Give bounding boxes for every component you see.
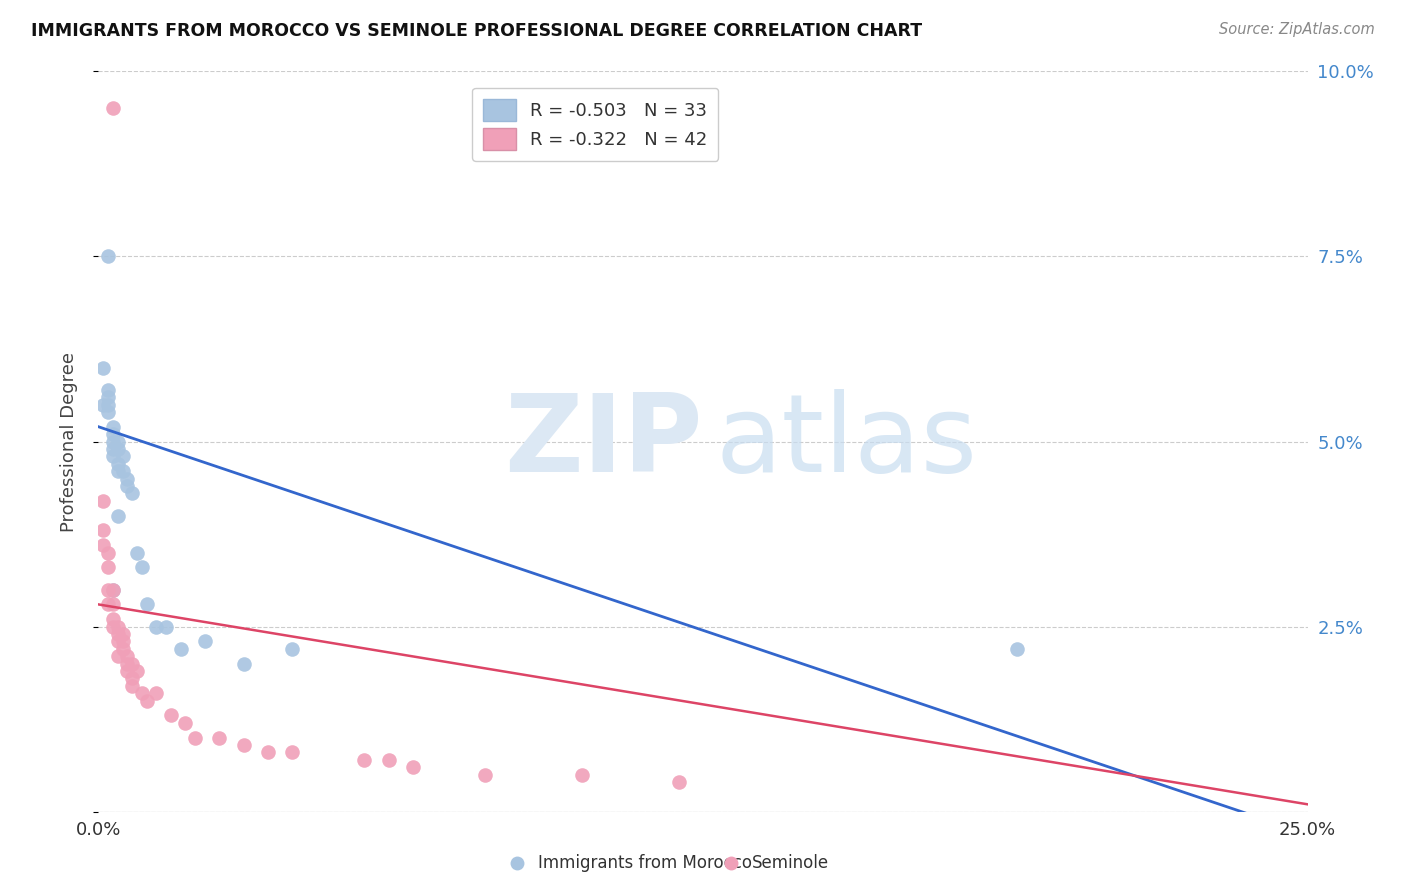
Point [97,560,120,574]
Point [169,641,191,656]
Point [111,450,134,464]
Point [97,383,120,397]
Point [232,657,254,671]
Point [91,360,114,375]
Point [101,434,124,449]
Point [281,746,304,760]
Point [117,657,139,671]
Point [91,398,114,412]
Point [377,753,399,767]
Point [127,545,149,560]
Point [256,746,278,760]
Point [145,619,167,633]
Point [135,694,157,708]
Point [97,398,120,412]
Point [107,634,129,648]
Point [101,619,124,633]
Point [281,641,304,656]
Point [101,598,124,612]
Point [184,731,207,745]
Point [117,649,139,664]
Point [131,686,153,700]
Point [97,582,120,597]
Point [121,486,143,500]
Point [107,457,129,471]
Point [107,649,129,664]
Point [107,508,129,523]
Point [571,767,593,781]
Point [117,479,139,493]
Point [121,679,143,693]
Point [101,427,124,442]
Point [101,612,124,626]
Point [101,101,124,115]
Point [97,598,120,612]
Point [101,582,124,597]
Point [131,560,153,574]
Point [91,524,114,538]
Point [111,464,134,478]
Point [97,545,120,560]
Legend: R = -0.503   N = 33, R = -0.322   N = 42: R = -0.503 N = 33, R = -0.322 N = 42 [472,87,718,161]
Point [117,472,139,486]
Point [101,442,124,456]
Point [145,686,167,700]
Point [1007,641,1029,656]
Point [121,657,143,671]
Point [101,450,124,464]
Point [107,619,129,633]
Point [208,731,231,745]
Text: ZIP: ZIP [505,389,703,494]
Point [668,775,690,789]
Point [474,767,496,781]
Point [232,738,254,752]
Text: Source: ZipAtlas.com: Source: ZipAtlas.com [1219,22,1375,37]
Point [97,405,120,419]
Point [117,664,139,678]
Point [107,464,129,478]
Point [97,250,120,264]
Text: IMMIGRANTS FROM MOROCCO VS SEMINOLE PROFESSIONAL DEGREE CORRELATION CHART: IMMIGRANTS FROM MOROCCO VS SEMINOLE PROF… [31,22,922,40]
Point [91,538,114,552]
Point [107,627,129,641]
Point [135,598,157,612]
Point [402,760,425,774]
Point [174,715,197,730]
Point [101,419,124,434]
Point [97,390,120,404]
Point [101,582,124,597]
Point [155,619,177,633]
Point [720,856,742,871]
Text: Seminole: Seminole [752,855,830,872]
Point [506,856,529,871]
Point [111,634,134,648]
Point [107,434,129,449]
Y-axis label: Professional Degree: Professional Degree [59,351,77,532]
Text: Immigrants from Morocco: Immigrants from Morocco [538,855,752,872]
Point [127,664,149,678]
Point [91,493,114,508]
Point [121,672,143,686]
Text: atlas: atlas [716,389,977,494]
Point [160,708,183,723]
Point [111,641,134,656]
Point [194,634,217,648]
Point [107,442,129,456]
Point [111,627,134,641]
Point [353,753,375,767]
